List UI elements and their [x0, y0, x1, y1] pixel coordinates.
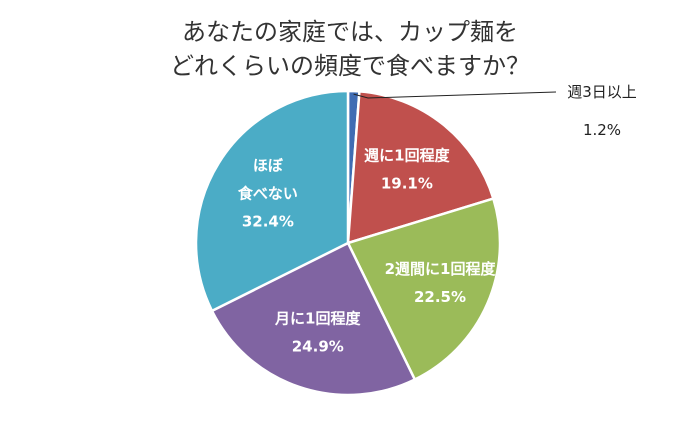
pie-slice-4 [194, 89, 350, 313]
leader-line-0 [353, 91, 557, 99]
pie-slice-1 [346, 90, 495, 245]
slice-value-0: 1.2% [583, 121, 621, 139]
pie-slices [194, 89, 502, 397]
chart-title-line-2: どれくらいの頻度で食べますか？ [170, 52, 530, 80]
pie-slice-3 [210, 241, 417, 397]
slice-value-3: 24.9% [292, 337, 344, 355]
slice-value-1: 19.1% [381, 174, 433, 192]
slice-label-1: 週に1回程度 [364, 146, 450, 164]
slice-labels: 週3日以上 1.2% 週に1回程度 19.1% 2週間に1回程度 22.5% 月に1回程度 2… [238, 83, 637, 355]
chart-title-line-1: あなたの家庭では、カップ麺を [182, 18, 518, 46]
slice-label-0: 週3日以上 [567, 83, 637, 101]
slice-label-4: 食べない [238, 184, 298, 202]
slice-label-4: ほぼ [253, 156, 284, 174]
slice-label-2: 2週間に1回程度 [385, 260, 497, 278]
slice-label-3: 月に1回程度 [274, 309, 361, 327]
pie-slice-2 [346, 197, 502, 382]
slice-value-2: 22.5% [414, 288, 466, 306]
slice-value-4: 32.4% [242, 212, 294, 230]
